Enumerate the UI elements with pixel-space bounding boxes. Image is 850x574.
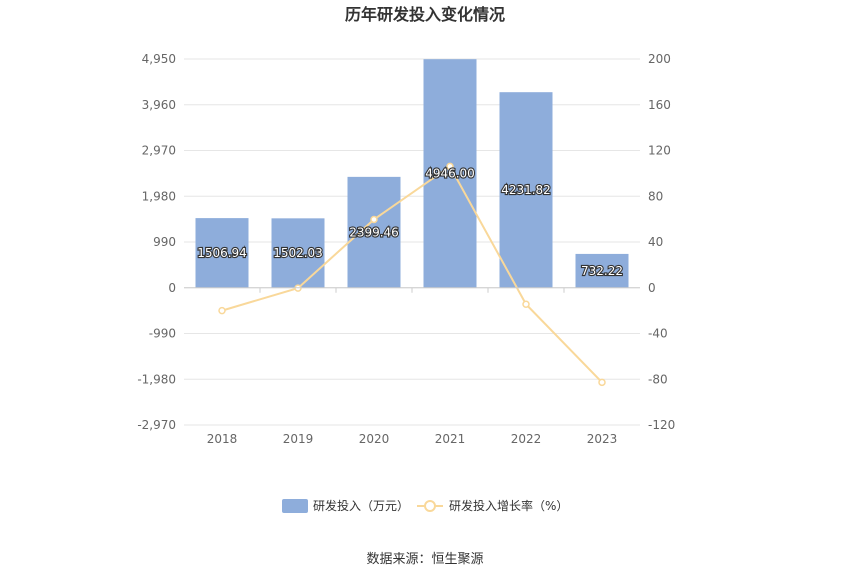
- y-left-tick-label: 4,950: [142, 52, 176, 66]
- y-right-tick-label: 80: [648, 189, 663, 203]
- y-left-tick-label: 2,970: [142, 144, 176, 158]
- y-right-tick-label: 200: [648, 52, 671, 66]
- y-right-tick-label: -40: [648, 327, 668, 341]
- legend[interactable]: 研发投入（万元） 研发投入增长率（%）: [282, 498, 568, 513]
- x-tick-label: 2023: [587, 432, 618, 446]
- bar[interactable]: [271, 218, 325, 288]
- line-series: 1506.94 1502.03 2399.46 4946.00 4231.82 732.2…: [196, 162, 624, 387]
- y-left-tick-label: 0: [168, 281, 176, 295]
- x-tick-label: 2021: [435, 432, 466, 446]
- bar[interactable]: [423, 59, 477, 288]
- growth-point[interactable]: [370, 215, 378, 224]
- bar-data-label: 4946.00: [425, 166, 475, 180]
- bar-data-label: 732.22: [581, 264, 623, 278]
- x-tick-label: 2018: [207, 432, 238, 446]
- legend-line-label[interactable]: 研发投入增长率（%）: [449, 498, 568, 513]
- bar-data-label: 1506.94: [197, 246, 247, 260]
- y-axis-right: 200 160 120 80 40 0 -40 -80 -120: [648, 52, 675, 432]
- y-left-tick-label: -1,980: [137, 372, 176, 386]
- growth-point[interactable]: [522, 300, 530, 308]
- bar-data-label: 4231.82: [501, 183, 551, 197]
- y-right-tick-label: -80: [648, 372, 668, 386]
- bar[interactable]: [195, 218, 249, 288]
- y-right-tick-label: 40: [648, 235, 663, 249]
- legend-bar-label[interactable]: 研发投入（万元）: [313, 498, 409, 513]
- grid: [184, 58, 640, 426]
- legend-line-marker: [424, 500, 436, 512]
- x-tick-label: 2020: [359, 432, 390, 446]
- y-right-tick-label: 120: [648, 144, 671, 158]
- y-left-tick-label: 1,980: [142, 189, 176, 203]
- chart-title: 历年研发投入变化情况: [345, 5, 505, 24]
- bar-data-label: 1502.03: [273, 246, 323, 260]
- data-source: 数据来源：恒生聚源: [366, 552, 483, 567]
- y-axis-left: 4,950 3,960 2,970 1,980 990 0 -990 -1,980 -2,970: [137, 52, 176, 432]
- x-axis: 2018 2019 2020 2021 2022 2023: [184, 287, 640, 446]
- bar[interactable]: [499, 92, 553, 288]
- y-right-tick-label: 0: [648, 281, 656, 295]
- growth-point[interactable]: [598, 378, 606, 387]
- y-left-tick-label: -2,970: [137, 418, 176, 432]
- y-left-tick-label: 3,960: [142, 98, 176, 112]
- growth-point[interactable]: [218, 306, 226, 315]
- x-tick-label: 2022: [511, 432, 542, 446]
- bar[interactable]: [575, 253, 629, 288]
- growth-point[interactable]: [446, 162, 454, 171]
- legend-bar-swatch: [282, 499, 308, 513]
- y-left-tick-label: 990: [153, 235, 176, 249]
- bar-data-label: 2399.46: [349, 225, 399, 239]
- bar[interactable]: [347, 176, 401, 288]
- y-left-tick-label: -990: [149, 327, 176, 341]
- bar-series: [195, 59, 629, 288]
- x-tick-label: 2019: [283, 432, 314, 446]
- y-right-tick-label: 160: [648, 98, 671, 112]
- y-right-tick-label: -120: [648, 418, 675, 432]
- growth-line: [221, 164, 603, 384]
